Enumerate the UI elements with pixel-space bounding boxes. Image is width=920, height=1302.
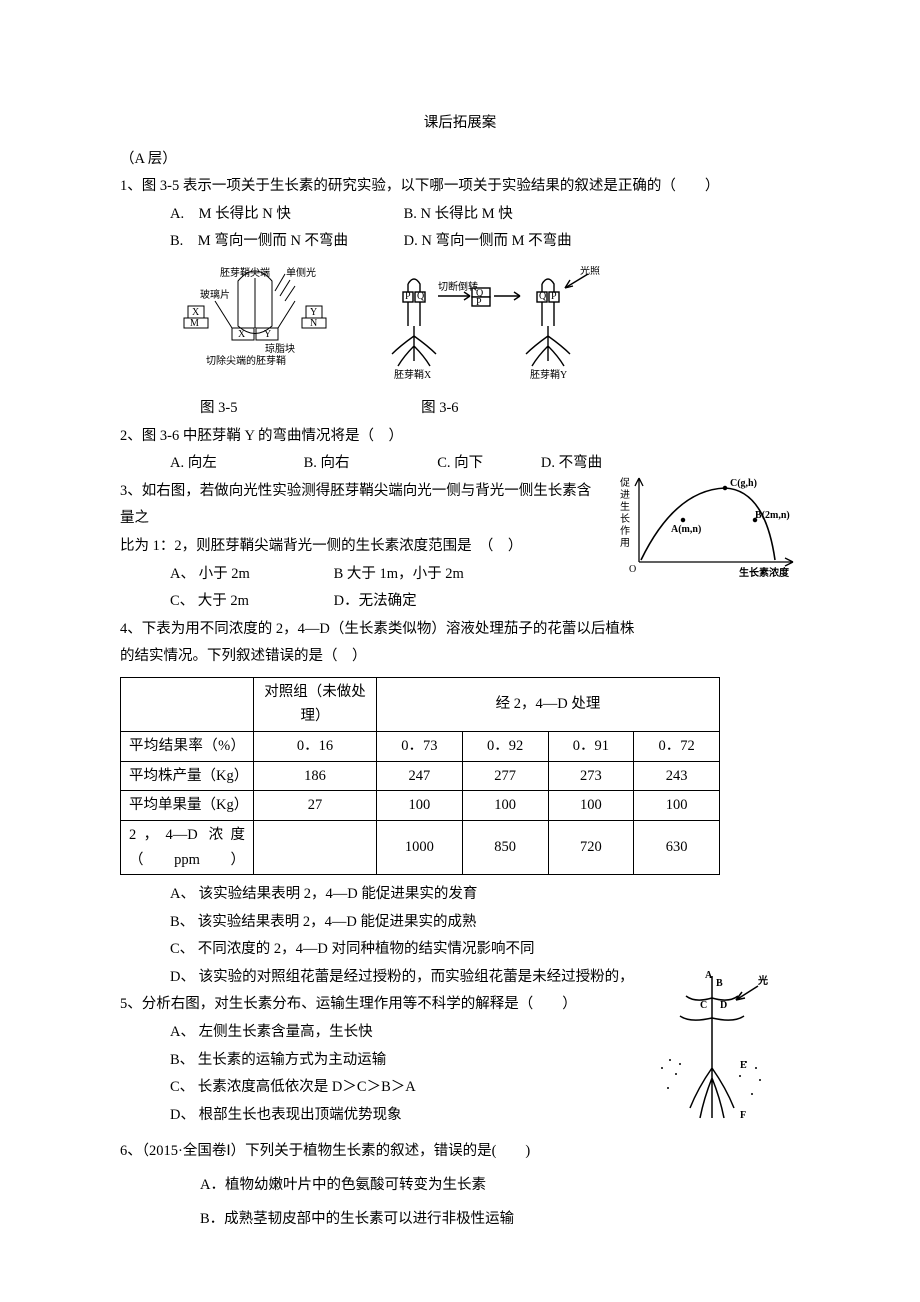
svg-text:D: D bbox=[720, 1000, 727, 1011]
svg-text:X: X bbox=[238, 329, 246, 340]
q4-stem-l1: 4、下表为用不同浓度的 2，4—D（生长素类似物）溶液处理茄子的花蕾以后植株 bbox=[120, 616, 800, 644]
svg-text:B: B bbox=[716, 978, 723, 989]
q6-opt-b: B．成熟茎韧皮部中的生长素可以进行非极性运输 bbox=[120, 1206, 800, 1234]
q1-stem: 1、图 3-5 表示一项关于生长素的研究实验，以下哪一项关于实验结果的叙述是正确… bbox=[120, 173, 800, 201]
svg-text:O: O bbox=[629, 564, 636, 575]
svg-text:P: P bbox=[405, 291, 411, 302]
q5-plant: A B C D E F 光 bbox=[650, 968, 780, 1139]
svg-text:玻璃片: 玻璃片 bbox=[200, 288, 230, 301]
q4-table: 对照组（未做处理） 经 2，4—D 处理 平均结果率（%） 0．16 0．73 … bbox=[120, 677, 720, 875]
q2-opt-b: B. 向右 bbox=[304, 450, 434, 478]
svg-text:A(m,n): A(m,n) bbox=[671, 524, 701, 535]
svg-text:生: 生 bbox=[620, 500, 630, 513]
th-control: 对照组（未做处理） bbox=[254, 677, 377, 731]
svg-text:光: 光 bbox=[757, 974, 768, 987]
svg-text:Y: Y bbox=[310, 307, 317, 318]
q4-stem-l2: 的结实情况。下列叙述错误的是（ ） bbox=[120, 643, 800, 671]
level-label: （A 层） bbox=[120, 146, 800, 174]
q1-options-row2: B. M 弯向一侧而 N 不弯曲 D. N 弯向一侧而 M 不弯曲 bbox=[120, 228, 800, 256]
page-title: 课后拓展案 bbox=[120, 110, 800, 138]
figures-row: X Y X Y M N 胚芽鞘尖端 单侧光 玻璃片 琼脂块 切除尖端的胚芽鞘 bbox=[170, 266, 800, 392]
svg-text:作: 作 bbox=[620, 525, 630, 537]
q2-opt-a: A. 向左 bbox=[170, 450, 300, 478]
th-treated: 经 2，4—D 处理 bbox=[377, 677, 720, 731]
q3-opt-a: A、 小于 2m bbox=[170, 561, 330, 589]
svg-text:F: F bbox=[740, 1110, 746, 1121]
svg-text:Q: Q bbox=[417, 291, 425, 302]
q1-opt-b: B. N 长得比 M 快 bbox=[404, 201, 513, 229]
svg-text:E: E bbox=[740, 1060, 747, 1071]
table-row: 平均结果率（%） 0．16 0．73 0．92 0．91 0．72 bbox=[121, 732, 720, 762]
table-row: 对照组（未做处理） 经 2，4—D 处理 bbox=[121, 677, 720, 731]
fig35-svg: X Y X Y M N 胚芽鞘尖端 单侧光 玻璃片 琼脂块 切除尖端的胚芽鞘 bbox=[170, 266, 340, 381]
figure-3-5: X Y X Y M N 胚芽鞘尖端 单侧光 玻璃片 琼脂块 切除尖端的胚芽鞘 bbox=[170, 266, 340, 392]
svg-text:进: 进 bbox=[620, 489, 630, 501]
svg-text:光照: 光照 bbox=[580, 266, 600, 277]
q3-graph: 促 进 生 长 作 用 O A(m,n) B(2m,n) C(g,h) 生长素浓… bbox=[615, 470, 800, 591]
svg-text:C: C bbox=[700, 1000, 707, 1011]
table-row: 2，4—D 浓度（ppm） 1000 850 720 630 bbox=[121, 820, 720, 874]
q3-opt-c: C、 大于 2m bbox=[170, 588, 330, 616]
svg-text:用: 用 bbox=[620, 538, 630, 549]
q4-opt-c: C、 不同浓度的 2，4—D 对同种植物的结实情况影响不同 bbox=[120, 936, 800, 964]
q5-plant-svg: A B C D E F 光 bbox=[650, 968, 780, 1128]
q2-opt-c: C. 向下 bbox=[437, 450, 537, 478]
q1-options-row1: A. M 长得比 N 快 B. N 长得比 M 快 bbox=[120, 201, 800, 229]
figure-3-6: P Q Q P Q P 切断倒转 光照 胚芽鞘X 胚芽鞘Y bbox=[370, 266, 620, 392]
svg-text:生长素浓度: 生长素浓度 bbox=[739, 566, 790, 579]
table-row: 平均株产量（Kg） 186 247 277 273 243 bbox=[121, 761, 720, 791]
svg-text:切除尖端的胚芽鞘: 切除尖端的胚芽鞘 bbox=[206, 354, 286, 367]
svg-text:促: 促 bbox=[620, 476, 630, 489]
svg-text:胚芽鞘Y: 胚芽鞘Y bbox=[530, 368, 567, 381]
svg-text:Q: Q bbox=[539, 291, 547, 302]
svg-text:P: P bbox=[476, 297, 482, 308]
q1-opt-c: B. M 弯向一侧而 N 不弯曲 bbox=[170, 228, 400, 256]
svg-text:单侧光: 单侧光 bbox=[286, 266, 316, 279]
page-container: 课后拓展案 （A 层） 1、图 3-5 表示一项关于生长素的研究实验，以下哪一项… bbox=[0, 0, 920, 1302]
q4-opt-a: A、 该实验结果表明 2，4—D 能促进果实的发育 bbox=[120, 881, 800, 909]
svg-text:C(g,h): C(g,h) bbox=[730, 478, 757, 489]
q1-opt-a: A. M 长得比 N 快 bbox=[170, 201, 400, 229]
q3-opt-d: D．无法确定 bbox=[334, 588, 417, 616]
table-row: 平均单果量（Kg） 27 100 100 100 100 bbox=[121, 791, 720, 821]
svg-text:胚芽鞘尖端: 胚芽鞘尖端 bbox=[220, 266, 270, 279]
svg-text:X: X bbox=[192, 307, 200, 318]
svg-text:M: M bbox=[190, 318, 199, 329]
fig35-caption: 图 3-5 bbox=[200, 400, 237, 416]
svg-text:P: P bbox=[551, 291, 557, 302]
svg-text:A: A bbox=[705, 970, 713, 981]
figure-captions: 图 3-5 图 3-6 bbox=[200, 395, 800, 423]
svg-text:长: 长 bbox=[620, 513, 630, 525]
svg-text:N: N bbox=[310, 318, 317, 329]
fig36-svg: P Q Q P Q P 切断倒转 光照 胚芽鞘X 胚芽鞘Y bbox=[370, 266, 620, 381]
q4-opt-b: B、 该实验结果表明 2，4—D 能促进果实的成熟 bbox=[120, 909, 800, 937]
svg-text:切断倒转: 切断倒转 bbox=[438, 280, 478, 293]
q6-opt-a: A．植物幼嫩叶片中的色氨酸可转变为生长素 bbox=[120, 1172, 800, 1200]
svg-text:B(2m,n): B(2m,n) bbox=[755, 510, 790, 521]
q3-options-row2: C、 大于 2m D．无法确定 bbox=[120, 588, 800, 616]
svg-text:胚芽鞘X: 胚芽鞘X bbox=[394, 368, 432, 381]
fig36-caption: 图 3-6 bbox=[421, 400, 458, 416]
q6-stem: 6、（2015·全国卷Ⅰ）下列关于植物生长素的叙述，错误的是( ) bbox=[120, 1138, 800, 1166]
svg-text:Y: Y bbox=[264, 329, 271, 340]
q2-opt-d: D. 不弯曲 bbox=[541, 450, 602, 478]
q3-graph-svg: 促 进 生 长 作 用 O A(m,n) B(2m,n) C(g,h) 生长素浓… bbox=[615, 470, 800, 580]
q2-stem: 2、图 3-6 中胚芽鞘 Y 的弯曲情况将是（ ） bbox=[120, 423, 800, 451]
q1-opt-d: D. N 弯向一侧而 M 不弯曲 bbox=[404, 228, 572, 256]
q3-opt-b: B 大于 1m，小于 2m bbox=[334, 561, 464, 589]
svg-text:琼脂块: 琼脂块 bbox=[265, 342, 295, 355]
